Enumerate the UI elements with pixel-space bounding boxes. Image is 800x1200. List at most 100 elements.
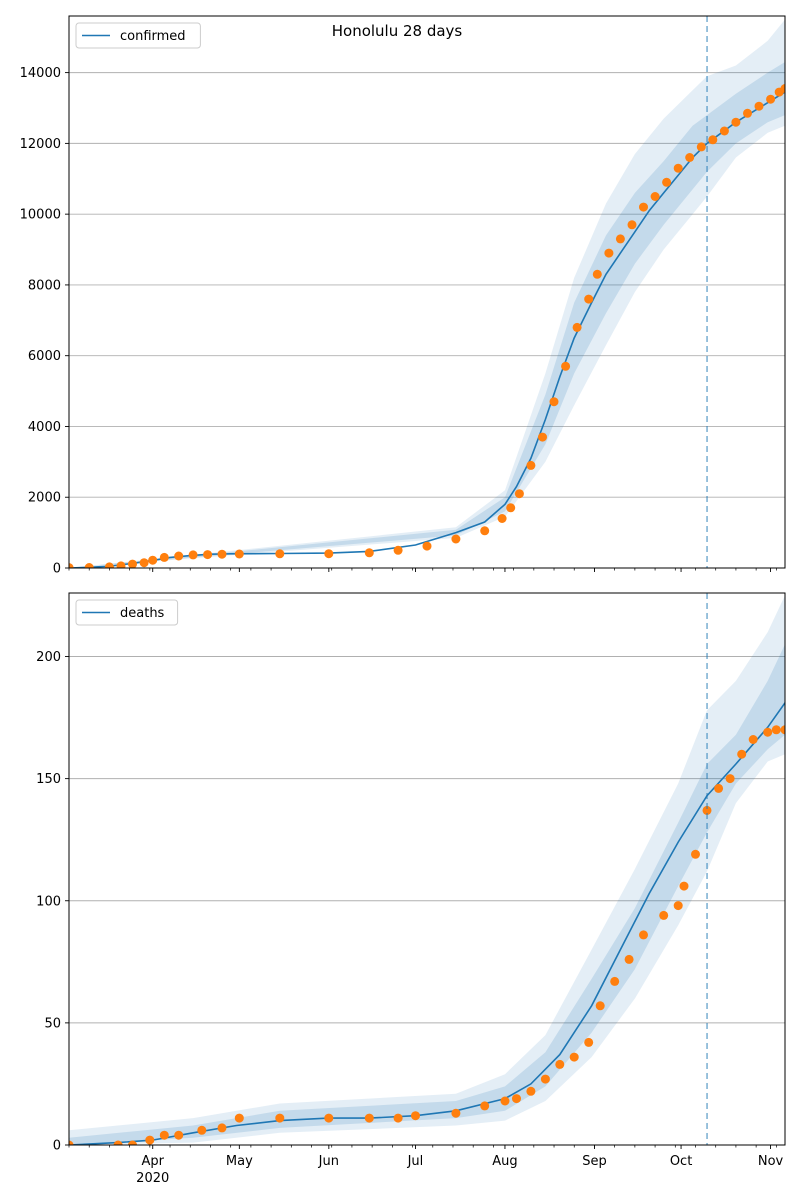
observed-point	[480, 1101, 490, 1111]
observed-point	[696, 142, 706, 152]
observed-point	[514, 489, 524, 499]
observed-point	[639, 202, 648, 212]
y-tick-label: 14000	[20, 66, 61, 81]
axes-frame	[68, 592, 786, 1146]
observed-point	[673, 901, 683, 911]
legend: deaths	[75, 599, 179, 626]
observed-point	[145, 1135, 155, 1145]
y-tick-label: 200	[36, 650, 61, 665]
observed-point	[84, 563, 94, 568]
legend-box	[75, 22, 201, 49]
observed-point	[615, 234, 625, 244]
observed-point	[659, 910, 669, 920]
uncertainty-band	[69, 595, 785, 1145]
observed-point	[725, 774, 735, 784]
uncertainty-band	[69, 19, 785, 568]
observed-point	[572, 322, 582, 332]
y-tick-label: 0	[53, 562, 61, 577]
observed-point	[555, 1059, 565, 1069]
observed-point	[595, 1001, 605, 1011]
observed-point	[748, 735, 758, 744]
observed-point	[771, 725, 781, 735]
observed-point	[584, 294, 594, 304]
observed-point	[197, 1125, 207, 1135]
observed-point	[234, 549, 244, 559]
observed-point	[708, 135, 718, 145]
chart-title: Honolulu 28 days	[332, 22, 463, 40]
observed-point	[451, 1108, 461, 1118]
x-year-label: 2020	[136, 1171, 169, 1186]
observed-point	[128, 1140, 137, 1145]
y-tick-label: 100	[36, 894, 61, 909]
x-tick-label: Jul	[407, 1154, 424, 1169]
legend-label: deaths	[120, 606, 165, 621]
observed-point	[393, 545, 403, 555]
observed-point	[691, 849, 700, 859]
observed-point	[780, 84, 785, 93]
y-tick-label: 8000	[28, 278, 61, 293]
observed-point	[549, 397, 559, 407]
observed-point	[451, 534, 461, 544]
observed-point	[480, 526, 490, 536]
x-tick-label: Jun	[318, 1154, 339, 1169]
y-tick-label: 4000	[28, 420, 61, 435]
y-tick-label: 0	[53, 1139, 61, 1154]
legend-box	[75, 599, 179, 626]
observed-point	[422, 541, 432, 551]
observed-point	[766, 94, 776, 104]
y-tick-label: 12000	[20, 137, 61, 152]
observed-point	[393, 1113, 403, 1123]
panel-confirmed: 0 2000 4000 6000 8000 10000 12000 14000 confirme…	[20, 15, 786, 577]
observed-point	[512, 1094, 521, 1104]
observed-point	[526, 1086, 536, 1096]
observed-point	[569, 1052, 579, 1062]
observed-point	[104, 562, 114, 568]
uncertainty-band	[69, 62, 785, 568]
observed-point	[159, 1130, 169, 1140]
observed-point	[174, 1130, 184, 1140]
observed-point	[188, 550, 198, 560]
observed-point	[639, 930, 648, 940]
legend-label: confirmed	[120, 29, 186, 44]
observed-point	[324, 1113, 334, 1123]
observed-point	[139, 558, 149, 568]
observed-point	[506, 503, 516, 513]
x-tick-label: Apr	[141, 1154, 164, 1169]
observed-point	[780, 725, 785, 735]
observed-point	[540, 1074, 550, 1084]
observed-point	[743, 108, 752, 118]
observed-point	[679, 881, 689, 891]
observed-point	[561, 361, 571, 371]
observed-point	[159, 552, 169, 562]
observed-point	[624, 954, 634, 964]
y-tick-label: 150	[36, 772, 61, 787]
observed-point	[592, 269, 602, 279]
observed-point	[203, 550, 213, 560]
observed-point	[763, 727, 773, 737]
observed-point	[69, 1140, 74, 1145]
observed-point	[364, 1113, 374, 1123]
observed-point	[714, 783, 724, 793]
y-tick-label: 50	[44, 1016, 61, 1031]
observed-point	[217, 1123, 227, 1133]
observed-point	[650, 192, 660, 201]
observed-point	[731, 117, 741, 127]
plot-area	[69, 19, 785, 568]
plot-area	[69, 595, 785, 1145]
observed-point	[685, 153, 695, 162]
observed-point	[538, 432, 547, 442]
panel-deaths: 0 50 100 150 200 Apr 2020 May Jun Jul Aug Sep Oct Nov…	[36, 592, 786, 1186]
observed-point	[234, 1113, 244, 1123]
observed-point	[673, 163, 683, 173]
observed-point	[128, 559, 137, 568]
observed-point	[275, 1113, 285, 1123]
x-tick-label: May	[226, 1154, 253, 1169]
observed-point	[174, 551, 184, 561]
observed-point	[500, 1096, 510, 1106]
observed-point	[364, 548, 374, 558]
x-tick-label: Nov	[758, 1154, 784, 1169]
observed-point	[754, 101, 764, 111]
observed-point	[662, 177, 672, 187]
observed-point	[584, 1037, 594, 1047]
